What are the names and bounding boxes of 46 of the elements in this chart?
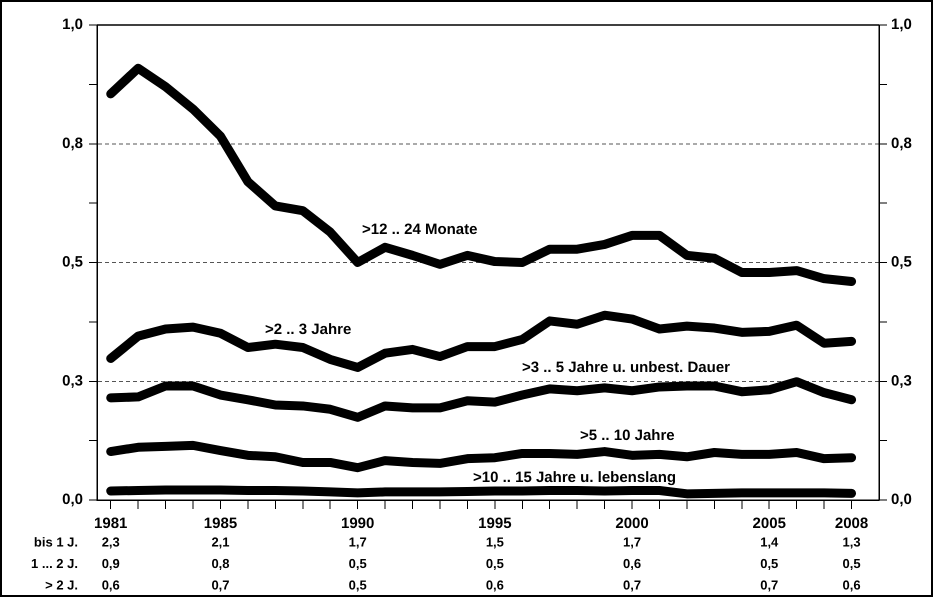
y-tick-label: 0,5 <box>62 254 83 271</box>
x-tick-label: 1990 <box>340 515 374 532</box>
y-tick-label: 0,0 <box>62 491 83 508</box>
text: 1,7 <box>623 534 642 550</box>
text: 0,7 <box>760 578 778 593</box>
x-tick-label: 1995 <box>478 515 512 532</box>
x-tick-label: 2000 <box>615 515 649 532</box>
text: 1,7 <box>348 534 367 550</box>
text: 0,6 <box>623 556 642 572</box>
y2-tick-label: 0,3 <box>891 372 912 390</box>
y-tick-label: 0,3 <box>62 372 83 390</box>
series-label: >10 .. 15 Jahre u. lebenslang <box>473 469 676 486</box>
text: bis 1 J. <box>34 534 78 550</box>
text: 0,7 <box>623 578 642 593</box>
x-tick-label: 1981 <box>94 515 128 532</box>
text: 0,5 <box>348 556 367 572</box>
series-label: >3 .. 5 Jahre u. unbest. Dauer <box>522 359 730 376</box>
text: 1,3 <box>842 534 861 550</box>
text: 0,5 <box>760 556 778 572</box>
y2-tick-label: 1,0 <box>891 16 912 34</box>
text: 0,6 <box>102 578 120 593</box>
text: 0,5 <box>348 578 367 593</box>
text: 0,7 <box>211 578 230 593</box>
y-tick-label: 1,0 <box>62 16 83 34</box>
x-tick-label: 2008 <box>834 515 868 532</box>
text: 2,3 <box>102 534 120 550</box>
text: 1,5 <box>486 534 504 550</box>
y2-tick-label: 0,5 <box>891 254 912 271</box>
text: 0,9 <box>102 556 120 572</box>
series-label: >12 .. 24 Monate <box>362 221 478 238</box>
text: 0,8 <box>211 556 230 572</box>
text: 0,5 <box>842 556 861 572</box>
x-tick-label: 2005 <box>752 515 786 532</box>
y2-tick-label: 0,0 <box>891 491 912 508</box>
text: 1,4 <box>760 534 780 550</box>
text: 0,6 <box>842 578 861 593</box>
text: 0,5 <box>486 556 504 572</box>
text: > 2 J. <box>45 578 78 593</box>
y2-tick-label: 0,8 <box>891 134 912 152</box>
text: 1 ... 2 J. <box>31 556 78 572</box>
y-tick-label: 0,8 <box>62 134 83 152</box>
text: 0,6 <box>486 578 504 593</box>
series-label: >5 .. 10 Jahre <box>580 427 675 444</box>
text: 2,1 <box>211 534 230 550</box>
x-tick-label: 1985 <box>204 515 238 532</box>
series-label: >2 .. 3 Jahre <box>265 321 352 338</box>
